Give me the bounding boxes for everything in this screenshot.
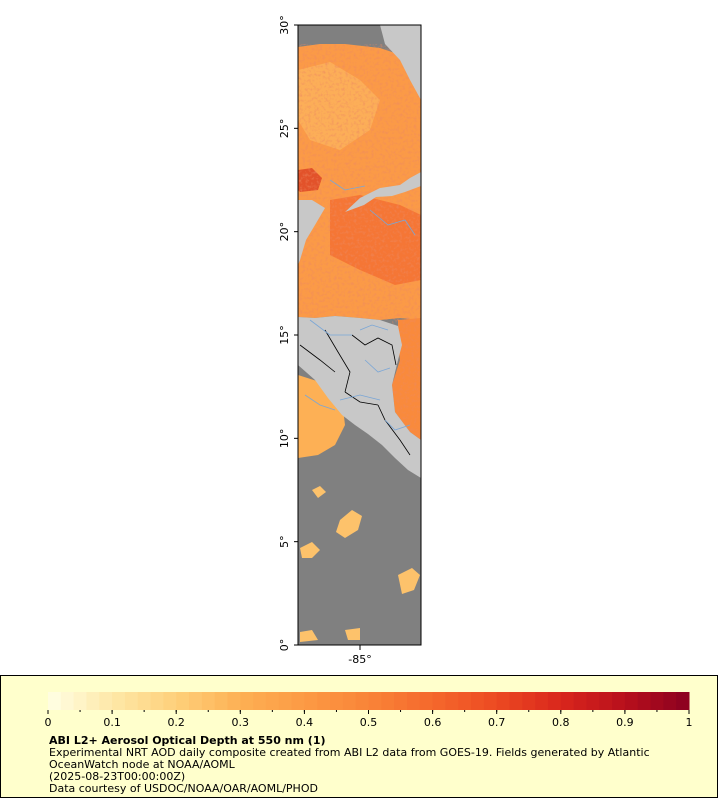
map-figure: 0° 5° 10° 15° 20° 25° 30° -85° — [278, 15, 422, 666]
colorbar-cell — [253, 692, 267, 710]
colorbar-cell — [483, 692, 498, 710]
colorbar-cell — [73, 692, 87, 710]
latitude-axis: 0° 5° 10° 15° 20° 25° 30° — [278, 15, 298, 651]
aod-patch-2 — [300, 542, 320, 558]
colorbar-cell — [304, 692, 318, 710]
legend-title: ABI L2+ Aerosol Optical Depth at 550 nm … — [49, 734, 326, 747]
colorbar-cell — [637, 692, 652, 710]
aod-patch-5 — [300, 630, 318, 642]
colorbar-cell — [471, 692, 485, 710]
aod-patch-3 — [398, 568, 420, 594]
aod-patch-1 — [336, 510, 362, 538]
map-area — [298, 25, 421, 645]
colorbar-cell — [214, 692, 228, 710]
colorbar-cell — [394, 692, 408, 710]
colorbar-tick-label: 0.9 — [616, 716, 634, 729]
colorbar-cell — [406, 692, 421, 710]
legend-description: Experimental NRT AOD daily composite cre… — [49, 746, 650, 771]
colorbar-tick-label: 0.2 — [167, 716, 185, 729]
legend-panel: 0 0.1 0.2 0.3 0.4 0.5 0.6 0.7 0.8 0.9 1 ABI L2+ Ae… — [0, 675, 718, 798]
colorbar-cells — [48, 692, 690, 710]
land-yucatan — [345, 172, 421, 212]
lat-tick-label: 0° — [278, 639, 291, 652]
colorbar-tick-label: 0.4 — [296, 716, 314, 729]
colorbar-tick-label: 0.7 — [488, 716, 506, 729]
country-borders — [299, 329, 411, 456]
colorbar-cell — [368, 692, 382, 710]
colorbar-cell — [599, 692, 613, 710]
legend-timestamp: (2025-08-23T00:00:00Z) — [49, 770, 186, 783]
colorbar-tick-label: 0.3 — [232, 716, 250, 729]
colorbar-cell — [445, 692, 459, 710]
colorbar-cell — [458, 692, 472, 710]
colorbar-cell — [60, 692, 75, 710]
aod-patch-6 — [345, 628, 360, 640]
lat-tick-label: 25° — [278, 119, 291, 139]
colorbar-cell — [278, 692, 293, 710]
colorbar-cell — [432, 692, 446, 710]
colorbar-cell — [227, 692, 241, 710]
colorbar-cell — [124, 692, 139, 710]
colorbar-cell — [676, 692, 690, 710]
aod-patch-4 — [312, 486, 326, 498]
legend-credit: Data courtesy of USDOC/NOAA/OAR/AOML/PHO… — [49, 782, 318, 795]
colorbar-tick-label: 0.1 — [103, 716, 121, 729]
colorbar-cell — [535, 692, 549, 710]
colorbar-cell — [201, 692, 216, 710]
colorbar-cell — [663, 692, 677, 710]
colorbar-cell — [163, 692, 177, 710]
colorbar-cell — [355, 692, 369, 710]
map-svg: 0° 5° 10° 15° 20° 25° 30° -85° — [278, 15, 422, 666]
longitude-axis: -85° — [348, 645, 372, 666]
colorbar-cell — [317, 692, 331, 710]
colorbar-cell — [330, 692, 344, 710]
colorbar-cell — [381, 692, 395, 710]
colorbar-tick-label: 1 — [686, 716, 693, 729]
colorbar-cell — [99, 692, 113, 710]
colorbar-cell — [509, 692, 523, 710]
colorbar-cell — [150, 692, 164, 710]
lat-tick-label: 15° — [278, 325, 291, 345]
colorbar-cell — [112, 692, 126, 710]
lat-tick-label: 5° — [278, 535, 291, 548]
lat-tick-label: 10° — [278, 429, 291, 449]
colorbar-ticks: 0 0.1 0.2 0.3 0.4 0.5 0.6 0.7 0.8 0.9 1 — [45, 710, 693, 729]
colorbar-cell — [86, 692, 100, 710]
land-florida — [380, 25, 421, 100]
lat-tick-label: 30° — [278, 15, 291, 35]
colorbar-cell — [189, 692, 203, 710]
colorbar-tick-label: 0.8 — [552, 716, 570, 729]
colorbar-cell — [240, 692, 254, 710]
colorbar-cell — [650, 692, 664, 710]
lon-tick-label: -85° — [348, 653, 371, 666]
colorbar-cell — [419, 692, 434, 710]
colorbar-cell — [291, 692, 305, 710]
colorbar-cell — [624, 692, 639, 710]
colorbar-cell — [137, 692, 152, 710]
colorbar-cell — [496, 692, 511, 710]
colorbar-cell — [547, 692, 562, 710]
colorbar-cell — [612, 692, 626, 710]
colorbar-cell — [573, 692, 587, 710]
land-central-america — [298, 316, 421, 478]
colorbar-cell — [522, 692, 536, 710]
colorbar-tick-label: 0 — [45, 716, 52, 729]
colorbar-cell — [586, 692, 600, 710]
colorbar: 0 0.1 0.2 0.3 0.4 0.5 0.6 0.7 0.8 0.9 1 — [45, 692, 693, 729]
lat-tick-label: 20° — [278, 222, 291, 242]
colorbar-cell — [560, 692, 575, 710]
colorbar-tick-label: 0.5 — [360, 716, 378, 729]
colorbar-cell — [176, 692, 190, 710]
colorbar-cell — [48, 692, 62, 710]
rivers — [304, 179, 416, 431]
colorbar-cell — [342, 692, 357, 710]
colorbar-tick-label: 0.6 — [424, 716, 442, 729]
colorbar-cell — [265, 692, 280, 710]
land-mexico — [298, 200, 325, 265]
